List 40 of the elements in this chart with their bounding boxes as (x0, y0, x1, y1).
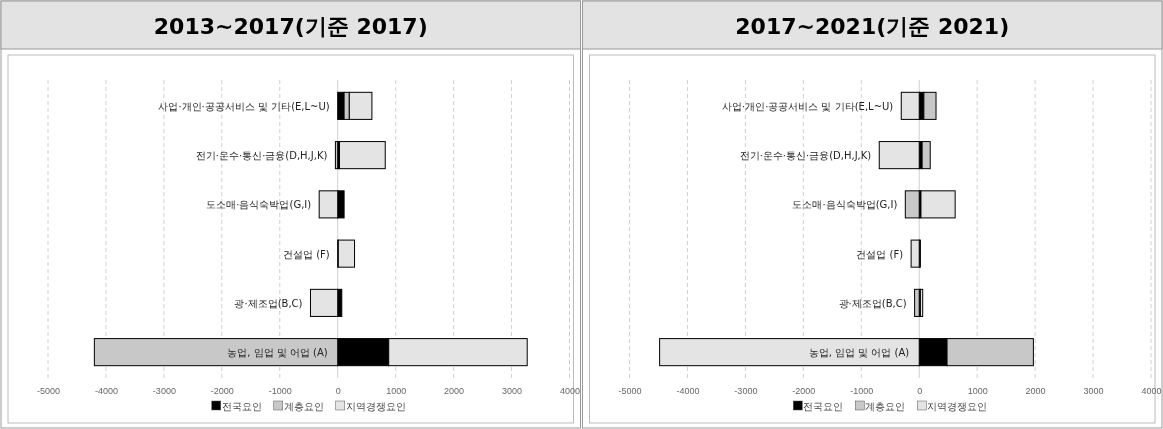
x-tick-label: 0 (917, 386, 923, 397)
x-tick-label: 1000 (967, 386, 988, 397)
y-tick-label: 사업·개인·공공서비스 및 기타(E,L~U) (721, 100, 894, 112)
x-tick-label: -2000 (792, 386, 816, 397)
y-tick-label: 광·제조업(B,C) (234, 297, 303, 309)
y-tick-label: 건설업 (F) (856, 248, 904, 260)
x-tick-label: -4000 (94, 386, 118, 397)
x-tick-label: -3000 (152, 386, 176, 397)
x-tick-label: -5000 (36, 386, 61, 397)
x-tick-label: 2000 (444, 386, 465, 397)
x-tick-label: 1000 (386, 386, 407, 397)
x-tick-label: 0 (335, 386, 341, 397)
legend-label: 전국요인 (221, 401, 262, 412)
y-tick-label: 농업, 임업 및 어업 (A) (808, 347, 910, 359)
legend-label: 지역경쟁요인 (927, 401, 988, 412)
x-tick-label: -2000 (210, 386, 234, 397)
y-tick-label: 전기·운수·통신·금융(D,H,J,K) (195, 150, 328, 162)
chart-title: 2013~2017(기준 2017) (153, 14, 428, 39)
x-tick-label: -5000 (618, 386, 642, 397)
legend-label: 지역경쟁요인 (345, 401, 406, 412)
y-tick-label: 전기·운수·통신·금융(D,H,J,K) (739, 150, 872, 162)
x-tick-label: -3000 (734, 386, 758, 397)
x-tick-label: 2000 (1025, 386, 1046, 397)
y-tick-label: 도소매·음식숙박업(G,I) (792, 199, 898, 211)
legend-label: 계층요인 (865, 401, 906, 412)
legend-label: 계층요인 (283, 401, 324, 412)
x-tick-label: -1000 (268, 386, 292, 397)
y-tick-label: 사업·개인·공공서비스 및 기타(E,L~U) (158, 100, 330, 112)
y-tick-label: 건설업 (F) (282, 248, 330, 260)
y-tick-label: 광·제조업(B,C) (838, 297, 907, 309)
y-tick-label: 농업, 임업 및 어업 (A) (227, 347, 328, 359)
x-tick-label: -4000 (676, 386, 700, 397)
x-tick-label: 4000 (1141, 386, 1162, 397)
x-tick-label: 3000 (1083, 386, 1104, 397)
legend-label: 전국요인 (803, 401, 844, 412)
x-tick-label: 3000 (502, 386, 523, 397)
x-tick-label: -1000 (850, 386, 874, 397)
y-tick-label: 도소매·음식숙박업(G,I) (206, 199, 312, 211)
x-tick-label: 4000 (559, 386, 581, 397)
chart-title: 2017~2021(기준 2021) (735, 14, 1010, 39)
